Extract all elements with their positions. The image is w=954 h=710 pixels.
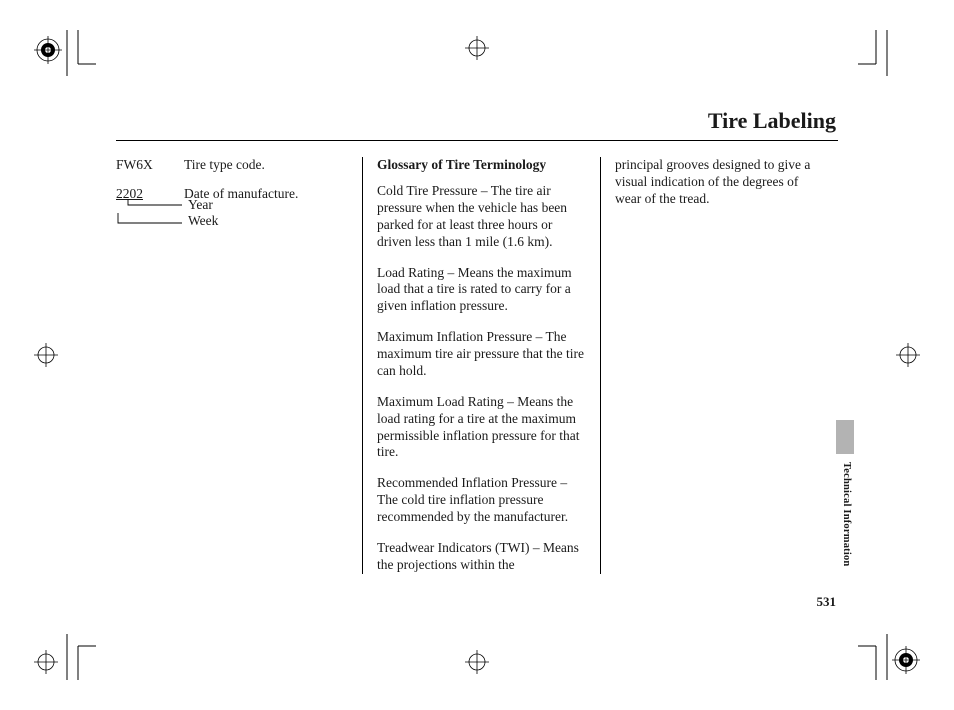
registration-mark-icon (465, 650, 489, 674)
section-tab (836, 420, 854, 454)
glossary-entry: Maximum Load Rating – Means the load rat… (377, 394, 586, 462)
column-1: FW6X Tire type code. 2202 Date of manufa… (116, 157, 362, 574)
crop-mark-icon (858, 30, 888, 76)
registration-mark-icon (465, 36, 489, 60)
registration-mark-icon (892, 646, 920, 674)
registration-mark-icon (34, 343, 58, 367)
columns: FW6X Tire type code. 2202 Date of manufa… (116, 157, 838, 574)
glossary-entry: Treadwear Indicators (TWI) – Means the p… (377, 540, 586, 574)
registration-mark-icon (34, 36, 62, 64)
glossary-entry: Load Rating – Means the maximum load tha… (377, 265, 586, 316)
page-header: Tire Labeling (116, 108, 838, 141)
registration-mark-icon (34, 650, 58, 674)
column-3: principal grooves designed to give a vis… (600, 157, 838, 574)
date-breakdown: Year Week (116, 197, 348, 229)
year-label: Year (188, 197, 213, 213)
section-label: Technical Information (841, 462, 852, 566)
code-desc: Tire type code. (184, 157, 265, 174)
glossary-entry: Maximum Inflation Pressure – The maximum… (377, 329, 586, 380)
leader-line-icon (122, 199, 182, 211)
code-value: FW6X (116, 157, 184, 174)
crop-mark-icon (66, 634, 96, 680)
code-row: FW6X Tire type code. (116, 157, 348, 174)
registration-mark-icon (896, 343, 920, 367)
crop-mark-icon (858, 634, 888, 680)
page-number: 531 (817, 594, 837, 610)
page-content: Tire Labeling FW6X Tire type code. 2202 … (116, 108, 838, 602)
crop-mark-icon (66, 30, 96, 76)
column-2: Glossary of Tire Terminology Cold Tire P… (362, 157, 600, 574)
leader-line-icon (116, 213, 182, 229)
glossary-continuation: principal grooves designed to give a vis… (615, 157, 824, 208)
glossary-entry: Cold Tire Pressure – The tire air pressu… (377, 183, 586, 251)
glossary-entry: Recommended Inflation Pressure – The col… (377, 475, 586, 526)
week-label: Week (188, 213, 218, 229)
glossary-heading: Glossary of Tire Terminology (377, 157, 586, 173)
page-title: Tire Labeling (116, 108, 838, 134)
